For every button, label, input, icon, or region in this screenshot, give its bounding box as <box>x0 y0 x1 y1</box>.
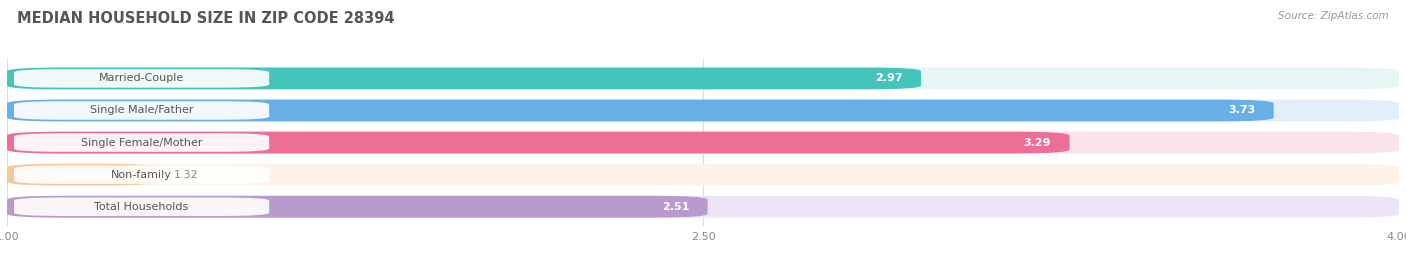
FancyBboxPatch shape <box>7 132 1070 154</box>
Text: Non-family: Non-family <box>111 170 172 180</box>
FancyBboxPatch shape <box>14 197 269 216</box>
Text: Single Female/Mother: Single Female/Mother <box>80 137 202 148</box>
FancyBboxPatch shape <box>14 69 269 88</box>
Text: Single Male/Father: Single Male/Father <box>90 105 194 115</box>
Text: 2.97: 2.97 <box>875 73 903 83</box>
FancyBboxPatch shape <box>14 165 269 184</box>
FancyBboxPatch shape <box>14 133 269 152</box>
Text: 3.29: 3.29 <box>1024 137 1050 148</box>
FancyBboxPatch shape <box>14 101 269 120</box>
Text: 2.51: 2.51 <box>662 202 689 212</box>
Text: Source: ZipAtlas.com: Source: ZipAtlas.com <box>1278 11 1389 21</box>
FancyBboxPatch shape <box>7 68 1399 89</box>
Text: Total Households: Total Households <box>94 202 188 212</box>
Text: MEDIAN HOUSEHOLD SIZE IN ZIP CODE 28394: MEDIAN HOUSEHOLD SIZE IN ZIP CODE 28394 <box>17 11 394 26</box>
FancyBboxPatch shape <box>7 68 921 89</box>
Text: 3.73: 3.73 <box>1227 105 1256 115</box>
FancyBboxPatch shape <box>7 196 1399 218</box>
FancyBboxPatch shape <box>7 196 707 218</box>
Text: Married-Couple: Married-Couple <box>98 73 184 83</box>
FancyBboxPatch shape <box>7 164 1399 186</box>
FancyBboxPatch shape <box>7 100 1274 121</box>
FancyBboxPatch shape <box>7 132 1399 154</box>
FancyBboxPatch shape <box>7 100 1399 121</box>
Text: 1.32: 1.32 <box>174 170 198 180</box>
FancyBboxPatch shape <box>7 164 156 186</box>
